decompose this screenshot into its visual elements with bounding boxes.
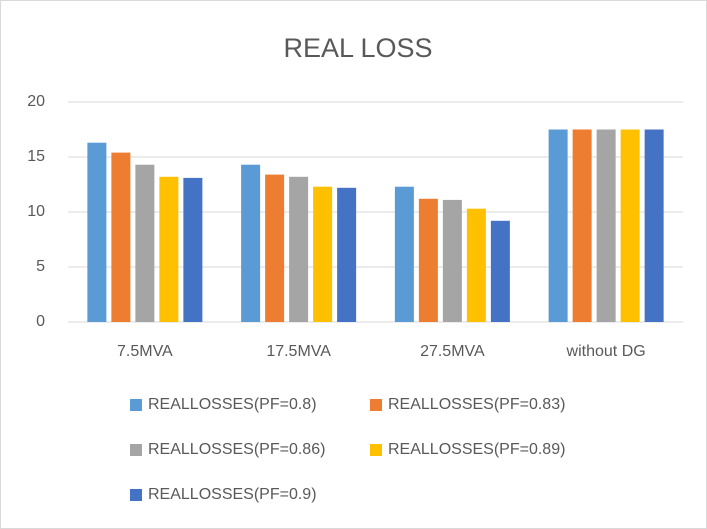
y-tick-label: 15 xyxy=(27,148,45,165)
x-tick-label: 7.5MVA xyxy=(117,343,173,360)
bar xyxy=(313,186,333,322)
legend-label: REALLOSSES(PF=0.89) xyxy=(388,441,565,458)
legend-label: REALLOSSES(PF=0.83) xyxy=(388,396,565,413)
y-tick-label: 10 xyxy=(27,203,45,220)
bar xyxy=(87,142,107,322)
y-tick-label: 5 xyxy=(36,258,45,275)
bar xyxy=(265,174,285,322)
x-tick-label: 17.5MVA xyxy=(266,343,331,360)
chart-title: REAL LOSS xyxy=(283,33,432,63)
legend-label: REALLOSSES(PF=0.8) xyxy=(148,396,317,413)
bar xyxy=(442,199,462,322)
legend-swatch xyxy=(370,444,382,456)
legend-label: REALLOSSES(PF=0.86) xyxy=(148,441,325,458)
bar xyxy=(337,187,357,322)
bar xyxy=(159,176,179,322)
y-tick-label: 20 xyxy=(27,93,45,110)
legend-label: REALLOSSES(PF=0.9) xyxy=(148,486,317,503)
bar xyxy=(548,129,568,322)
bar xyxy=(418,198,438,322)
y-tick-label: 0 xyxy=(36,313,45,330)
bar xyxy=(241,164,261,322)
legend-swatch xyxy=(130,444,142,456)
bar xyxy=(490,220,510,322)
bar xyxy=(394,186,414,322)
bar xyxy=(466,208,486,322)
bar xyxy=(620,129,640,322)
bar xyxy=(644,129,664,322)
x-tick-label: without DG xyxy=(566,343,646,360)
bar xyxy=(111,152,131,322)
bar xyxy=(596,129,616,322)
bar xyxy=(572,129,592,322)
legend-swatch xyxy=(370,399,382,411)
legend-swatch xyxy=(130,489,142,501)
legend-swatch xyxy=(130,399,142,411)
bar xyxy=(135,164,155,322)
bar xyxy=(183,177,203,322)
x-tick-label: 27.5MVA xyxy=(420,343,485,360)
bar xyxy=(289,176,309,322)
